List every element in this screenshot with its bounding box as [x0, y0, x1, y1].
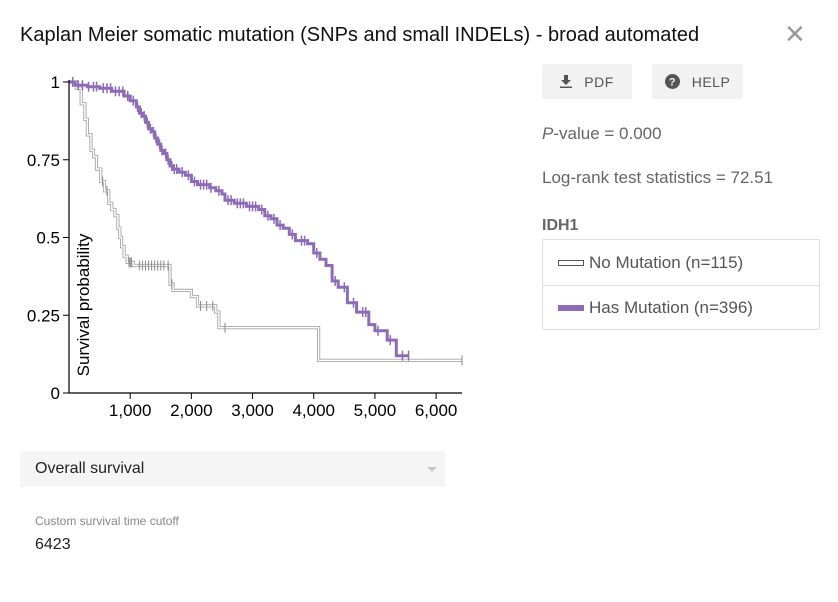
- survival-line-inner-no-mutation: [69, 81, 462, 361]
- legend-title: IDH1: [542, 217, 579, 234]
- legend-item-has-mutation[interactable]: Has Mutation (n=396): [543, 285, 819, 330]
- chart-axes: [68, 80, 462, 394]
- legend-swatch-no-mutation: [558, 259, 584, 266]
- survival-chart: 0 0.25 0.5 0.75 1 1,000 2,000 3,000 4,000 5,000 6…: [27, 73, 463, 420]
- cutoff-label: Custom survival time cutoff: [35, 514, 179, 528]
- p-value-symbol: P: [542, 124, 554, 143]
- survival-line-has-mutation: [69, 80, 409, 358]
- x-tick-label: 6,000: [415, 401, 458, 420]
- svg-text:?: ?: [669, 77, 676, 89]
- logrank-statistic: Log-rank test statistics = 72.51: [542, 168, 774, 187]
- legend-item-no-mutation[interactable]: No Mutation (n=115): [543, 240, 819, 285]
- x-tick-label: 4,000: [292, 401, 335, 420]
- y-tick-label: 1: [51, 73, 60, 92]
- modal-title: Kaplan Meier somatic mutation (SNPs and …: [20, 24, 700, 46]
- y-tick-label: 0: [51, 384, 60, 403]
- series-no-mutation: [69, 80, 463, 366]
- y-axis-label: Survival probability: [74, 233, 93, 376]
- survival-line-no-mutation: [69, 80, 462, 362]
- x-tick-label: 3,000: [231, 401, 274, 420]
- pdf-button-label: PDF: [584, 73, 614, 90]
- close-icon[interactable]: ✕: [784, 19, 806, 49]
- x-tick-label: 2,000: [170, 401, 213, 420]
- x-tick-label: 5,000: [354, 401, 397, 420]
- series-has-mutation: [69, 77, 410, 361]
- help-button-label: HELP: [691, 73, 731, 90]
- p-value: P-value = 0.000: [542, 124, 662, 144]
- legend: No Mutation (n=115) Has Mutation (n=396): [542, 239, 820, 330]
- chevron-down-icon: [427, 467, 437, 472]
- download-icon: [560, 75, 573, 88]
- x-axis-ticks: 1,000 2,000 3,000 4,000 5,000 6,000: [109, 393, 457, 420]
- x-tick-label: 1,000: [109, 401, 152, 420]
- y-tick-label: 0.75: [27, 151, 60, 170]
- y-tick-label: 0.25: [27, 306, 60, 325]
- survival-curves: [69, 77, 463, 366]
- p-value-text: -value = 0.000: [553, 124, 662, 143]
- legend-label-has-mutation: Has Mutation (n=396): [589, 298, 753, 317]
- y-axis-ticks: 0 0.25 0.5 0.75 1: [27, 73, 69, 403]
- legend-swatch-has-mutation: [558, 305, 584, 311]
- survival-type-value: Overall survival: [35, 460, 145, 477]
- pdf-button[interactable]: PDF: [542, 64, 632, 99]
- survival-type-select[interactable]: Overall survival: [20, 451, 445, 487]
- legend-label-no-mutation: No Mutation (n=115): [589, 252, 744, 272]
- cutoff-input[interactable]: [34, 534, 235, 556]
- y-tick-label: 0.5: [36, 229, 60, 248]
- help-circle-icon: ?: [664, 74, 680, 89]
- help-button[interactable]: ? HELP: [652, 64, 743, 99]
